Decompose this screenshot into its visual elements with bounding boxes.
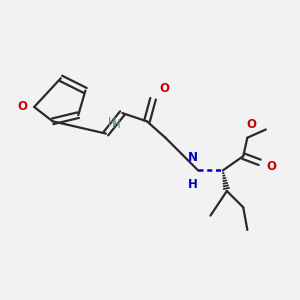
- Text: O: O: [247, 118, 256, 130]
- Text: O: O: [17, 100, 27, 113]
- Text: O: O: [159, 82, 169, 95]
- Text: H: H: [112, 118, 121, 131]
- Text: N: N: [188, 151, 198, 164]
- Text: H: H: [188, 178, 198, 191]
- Text: O: O: [267, 160, 277, 173]
- Text: H: H: [108, 116, 116, 129]
